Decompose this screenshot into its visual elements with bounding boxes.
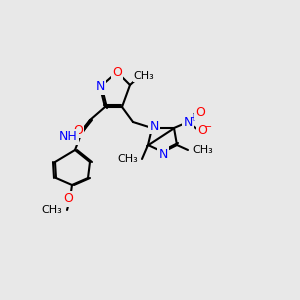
Text: +: +: [189, 113, 197, 123]
Text: O: O: [73, 124, 83, 136]
Text: N: N: [149, 119, 159, 133]
Text: N: N: [158, 148, 168, 160]
Text: NH: NH: [59, 130, 78, 143]
Text: N: N: [95, 80, 105, 94]
Text: N: N: [183, 116, 193, 128]
Text: CH₃: CH₃: [134, 71, 154, 81]
Text: CH₃: CH₃: [192, 145, 213, 155]
Text: O: O: [112, 65, 122, 79]
Text: CH₃: CH₃: [41, 205, 62, 215]
Text: O: O: [195, 106, 205, 118]
Text: −: −: [204, 122, 212, 132]
Text: O: O: [197, 124, 207, 136]
Text: O: O: [63, 193, 73, 206]
Text: CH₃: CH₃: [117, 154, 138, 164]
